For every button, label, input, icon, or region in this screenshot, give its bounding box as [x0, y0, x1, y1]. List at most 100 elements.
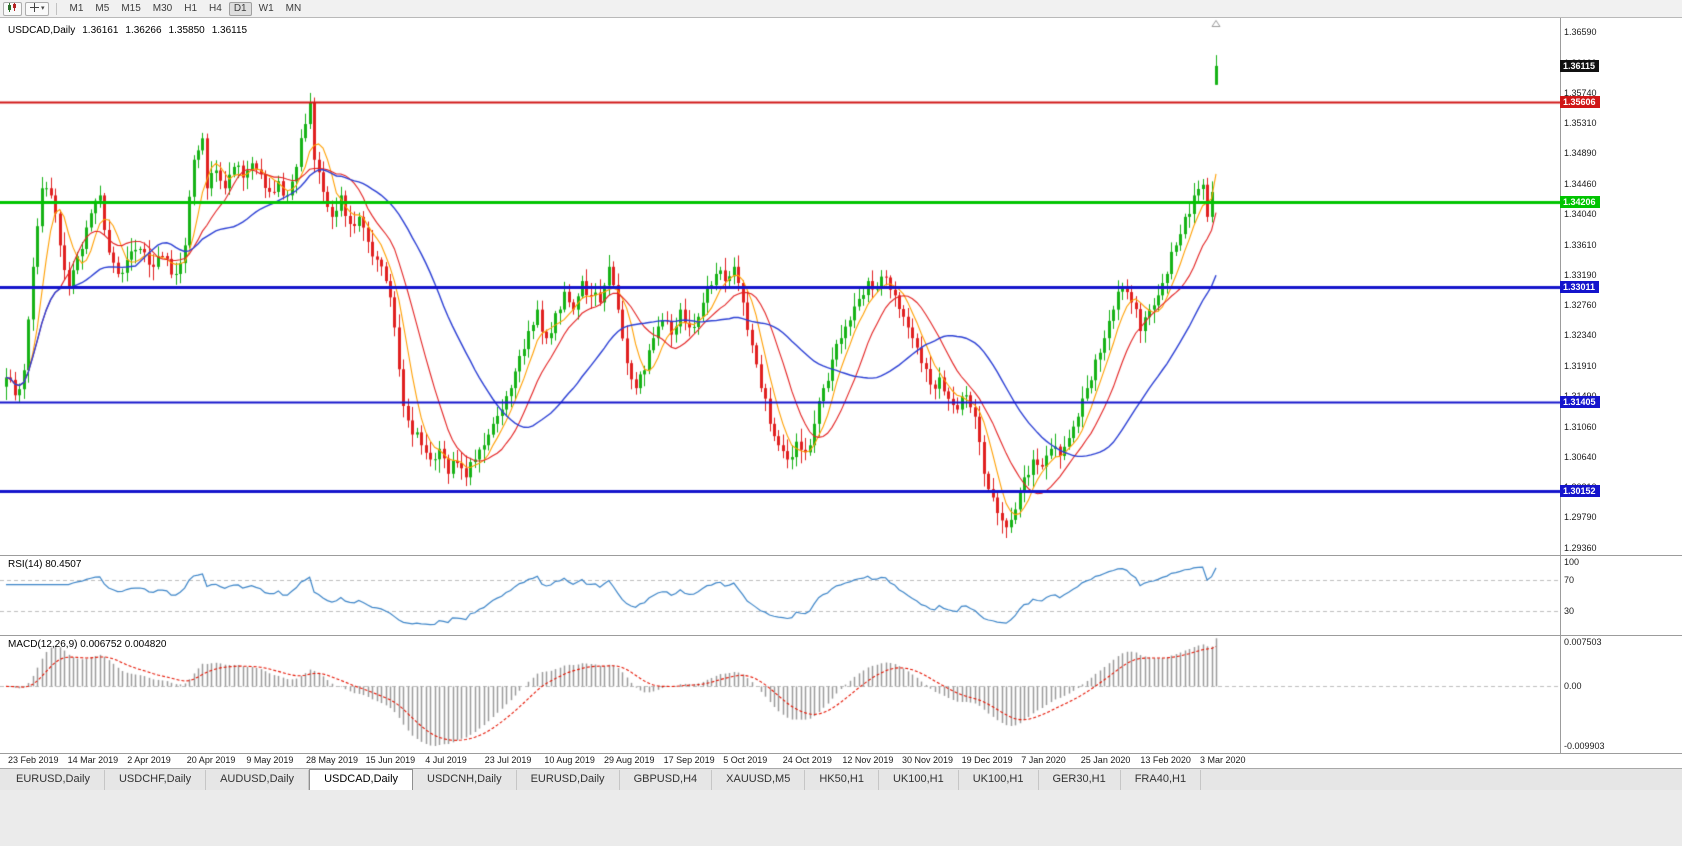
timeframe-button-h1[interactable]: H1	[184, 2, 198, 14]
rsi-level-label: 100	[1564, 557, 1580, 567]
crosshair-icon	[29, 0, 40, 18]
y-axis-tick: 1.31060	[1564, 421, 1597, 432]
hline-price-badge: 1.35606	[1560, 96, 1600, 109]
x-axis-date-label: 15 Jun 2019	[365, 755, 416, 765]
timeframe-button-m30[interactable]: M30	[152, 2, 173, 14]
x-axis-date-label: 12 Nov 2019	[842, 755, 894, 765]
x-axis-date-label: 3 Mar 2020	[1200, 755, 1246, 765]
y-axis-tick: 1.29360	[1564, 543, 1597, 553]
y-axis-tick: 1.35310	[1564, 118, 1597, 129]
chart-tab-fra40-h1-12[interactable]: FRA40,H1	[1120, 770, 1202, 790]
x-axis-date-label: 13 Feb 2020	[1140, 755, 1191, 765]
timeframe-button-d1[interactable]: D1	[228, 1, 252, 16]
timeframe-button-m1[interactable]: M1	[69, 2, 84, 14]
chart-tab-gbpusd-h4-6[interactable]: GBPUSD,H4	[619, 770, 713, 790]
timeframe-button-mn[interactable]: MN	[285, 2, 302, 14]
y-axis-tick: 1.33610	[1564, 239, 1597, 250]
hline-price-badge: 1.34206	[1560, 196, 1600, 209]
y-axis-tick: 1.31910	[1564, 361, 1597, 371]
price-chart-canvas[interactable]	[0, 18, 1560, 753]
x-axis-date-label: 25 Jan 2020	[1080, 755, 1131, 765]
y-axis-tick: 1.36160	[1564, 57, 1597, 68]
hline-price-badge: 1.33011	[1560, 281, 1600, 294]
macd-level-label: -0.009903	[1564, 741, 1605, 751]
timeframe-button-m5[interactable]: M5	[95, 2, 110, 14]
x-axis-date-label: 20 Apr 2019	[186, 755, 236, 765]
y-axis-tick: 1.34040	[1564, 208, 1597, 219]
chart-tab-xauusd-m5-7[interactable]: XAUUSD,M5	[712, 770, 806, 790]
macd-level-label: 0.007503	[1564, 637, 1602, 647]
ohlc-low-value: 1.35850	[168, 25, 205, 36]
window-background	[0, 790, 1682, 846]
macd-level-label: 0.00	[1564, 681, 1582, 692]
macd-indicator-label: MACD(12,26,9) 0.006752 0.004820	[8, 639, 167, 650]
hline-price-badge: 1.30152	[1560, 485, 1600, 498]
chart-type-icon	[7, 0, 18, 18]
chart-window: USDCAD,Daily 1.36161 1.36266 1.35850 1.3…	[0, 18, 1682, 768]
y-axis-tick: 1.34890	[1564, 148, 1597, 159]
x-axis-date-label: 28 May 2019	[306, 755, 359, 765]
x-axis-date-label: 7 Jan 2020	[1021, 755, 1066, 765]
timeframe-button-h4[interactable]: H4	[209, 2, 222, 14]
timeframe-buttons: M1 M5 M15 M30 H1 H4 D1 W1 MN	[64, 1, 308, 16]
panel-separator	[0, 753, 1682, 754]
ohlc-close-value: 1.36115	[211, 25, 248, 36]
x-axis-date-label: 29 Aug 2019	[604, 755, 655, 765]
x-axis-date-label: 23 Feb 2019	[8, 755, 59, 765]
chart-tab-usdcad-daily-3[interactable]: USDCAD,Daily	[309, 769, 414, 790]
x-axis-date-label: 23 Jul 2019	[484, 755, 532, 765]
chart-title: USDCAD,Daily 1.36161 1.36266 1.35850 1.3…	[8, 25, 247, 36]
y-axis-tick: 1.32340	[1564, 330, 1597, 341]
x-axis-date-label: 2 Apr 2019	[127, 755, 171, 765]
chart-tab-hk50-h1-8[interactable]: HK50,H1	[805, 770, 879, 790]
x-axis-date-label: 5 Oct 2019	[723, 755, 768, 765]
hline-price-badge: 1.31405	[1560, 396, 1600, 409]
crosshair-tool-button[interactable]: ▾	[25, 0, 49, 18]
dropdown-caret-icon: ▾	[41, 5, 45, 12]
chart-tab-uk100-h1-10[interactable]: UK100,H1	[958, 770, 1039, 790]
chart-type-button[interactable]	[3, 0, 22, 18]
chart-tab-uk100-h1-9[interactable]: UK100,H1	[878, 770, 959, 790]
panel-separator[interactable]	[0, 635, 1682, 636]
price-axis-border	[1560, 18, 1561, 753]
chart-tab-eurusd-daily-5[interactable]: EURUSD,Daily	[516, 770, 620, 790]
chart-toolbar: ▾ M1 M5 M15 M30 H1 H4 D1 W1 MN	[0, 0, 1682, 18]
y-axis-tick: 1.36590	[1564, 27, 1597, 37]
x-axis-date-label: 19 Dec 2019	[961, 755, 1013, 765]
chart-tab-eurusd-daily-0[interactable]: EURUSD,Daily	[2, 770, 105, 790]
y-axis-tick: 1.32760	[1564, 300, 1597, 311]
x-axis-date-label: 14 Mar 2019	[67, 755, 119, 765]
x-axis-date-label: 9 May 2019	[246, 755, 294, 765]
x-axis-date-label: 17 Sep 2019	[663, 755, 715, 765]
chart-tab-usdcnh-daily-4[interactable]: USDCNH,Daily	[413, 770, 517, 790]
rsi-level-label: 30	[1564, 606, 1575, 617]
y-axis-tick: 1.34460	[1564, 179, 1597, 190]
y-axis-tick: 1.30640	[1564, 451, 1597, 462]
chart-tab-audusd-daily-2[interactable]: AUDUSD,Daily	[206, 770, 310, 790]
price-axis: 1.36590 1.36160 1.35740 1.35310 1.34890 1.344…	[1560, 18, 1682, 768]
chart-tab-usdchf-daily-1[interactable]: USDCHF,Daily	[104, 770, 207, 790]
rsi-indicator-label: RSI(14) 80.4507	[8, 559, 82, 570]
time-axis: 23 Feb 2019 14 Mar 2019 2 Apr 2019 20 Apr 2…	[0, 754, 1560, 768]
x-axis-date-label: 4 Jul 2019	[425, 755, 467, 765]
y-axis-tick: 1.29790	[1564, 512, 1597, 523]
panel-separator[interactable]	[0, 555, 1682, 556]
x-axis-date-label: 10 Aug 2019	[544, 755, 595, 765]
chart-symbol-label: USDCAD,Daily	[8, 25, 76, 36]
y-axis-tick: 1.35740	[1564, 87, 1597, 98]
x-axis-date-label: 30 Nov 2019	[902, 755, 954, 765]
timeframe-button-m15[interactable]: M15	[121, 2, 141, 14]
ohlc-open-value: 1.36161	[82, 25, 119, 36]
chart-tab-ger30-h1-11[interactable]: GER30,H1	[1038, 770, 1121, 790]
y-axis-tick: 1.31490	[1564, 390, 1597, 401]
current-price-badge: 1.36115	[1560, 59, 1600, 72]
toolbar-separator	[55, 2, 57, 15]
rsi-level-label: 70	[1564, 574, 1575, 585]
ohlc-high-value: 1.36266	[125, 25, 162, 36]
x-axis-date-label: 24 Oct 2019	[782, 755, 832, 765]
timeframe-button-w1[interactable]: W1	[258, 2, 274, 14]
y-axis-tick: 1.30210	[1564, 482, 1597, 493]
y-axis-tick: 1.33190	[1564, 269, 1597, 280]
chart-tab-bar: EURUSD,Daily USDCHF,Daily AUDUSD,Daily USDC…	[0, 768, 1682, 790]
